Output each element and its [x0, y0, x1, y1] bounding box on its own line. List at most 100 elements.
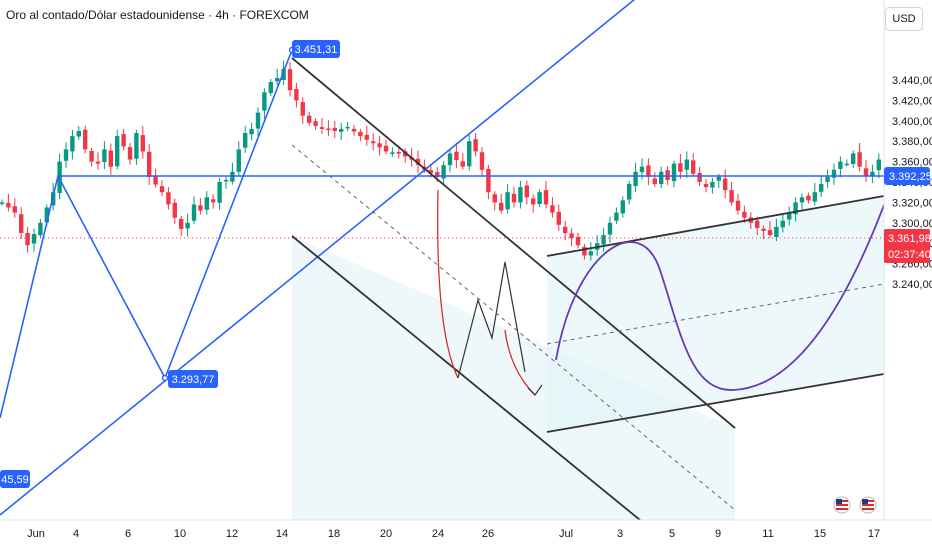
- level-price-tag: 3.392,25: [884, 167, 932, 185]
- low-marker: [161, 374, 169, 382]
- candle-body: [159, 186, 165, 193]
- candle-body: [63, 149, 69, 161]
- candle-body: [844, 163, 849, 166]
- candle-body: [127, 147, 133, 160]
- price-tick-label: 3.360,00: [892, 157, 932, 169]
- candle-body: [281, 68, 286, 80]
- candle-body: [831, 169, 837, 178]
- time-tick-label: 15: [814, 528, 826, 540]
- candle-body: [742, 211, 747, 218]
- candle-body: [236, 149, 241, 172]
- candle-body: [371, 141, 376, 144]
- candle-body: [659, 171, 664, 185]
- candle-body: [556, 211, 561, 225]
- candle-body: [38, 222, 43, 236]
- candle-body: [441, 165, 446, 179]
- flag-stripe: [862, 504, 874, 506]
- candle-body: [460, 161, 465, 167]
- candle-body: [531, 198, 536, 205]
- candle-body: [57, 161, 62, 194]
- candle-body: [25, 233, 30, 246]
- candle-body: [44, 207, 49, 223]
- candle-body: [166, 192, 171, 205]
- candle-body: [537, 192, 542, 205]
- candle-body: [268, 82, 273, 94]
- candle-body: [486, 168, 491, 193]
- flag-canton: [862, 499, 868, 504]
- time-tick-label: 24: [432, 528, 444, 540]
- time-axis[interactable]: Jun 4 6 10 12 14 18 20 24 26 Jul 3 5 9 11 15 17: [0, 519, 932, 540]
- candle-body: [326, 128, 331, 131]
- candle-body: [639, 166, 645, 173]
- candle-body: [153, 175, 158, 185]
- time-tick-label: 5: [669, 528, 675, 540]
- time-tick-label: 20: [380, 528, 392, 540]
- candle-body: [447, 153, 453, 166]
- candle-body: [505, 192, 510, 210]
- candle-body: [435, 172, 440, 177]
- candle-body: [799, 197, 805, 203]
- candle-body: [83, 129, 88, 150]
- time-tick-label: 14: [276, 528, 288, 540]
- rising-channel-upper-line: [546, 195, 884, 257]
- low-price-tag-bg: [168, 370, 218, 388]
- candle-body: [543, 190, 549, 205]
- flag-stripe: [836, 508, 848, 510]
- candle-body: [524, 185, 529, 198]
- candle-body: [550, 205, 555, 213]
- candle-body: [147, 151, 152, 177]
- candle-body: [793, 202, 798, 215]
- red-decline-curve-1: [437, 189, 459, 379]
- candle-body: [428, 170, 433, 174]
- candle-body: [588, 251, 593, 256]
- candle-body: [563, 226, 568, 233]
- flag-stripe: [862, 508, 874, 510]
- level-price-tag-text: 3.392,25: [889, 171, 932, 183]
- candle-body: [108, 150, 113, 167]
- candle-body: [755, 220, 760, 228]
- candle-body: [678, 163, 683, 172]
- candle-body: [723, 178, 728, 191]
- candle-body: [287, 69, 293, 91]
- candle-body: [716, 176, 721, 181]
- candle-body: [876, 159, 881, 171]
- low-price-tag: 3.293,77: [168, 370, 218, 388]
- flag-stripe: [836, 504, 848, 506]
- candle-body: [262, 92, 267, 111]
- candle-body: [774, 226, 779, 238]
- candle-body: [76, 131, 81, 137]
- candle-body: [95, 161, 101, 164]
- time-tick-label: 3: [617, 528, 623, 540]
- drawings-layer: [0, 0, 884, 520]
- candle-body: [223, 179, 229, 182]
- candle-body: [307, 115, 312, 123]
- candle-body: [838, 161, 843, 169]
- candle-body: [575, 236, 581, 246]
- candle-body: [102, 149, 107, 163]
- candle-body: [383, 145, 389, 152]
- candle-body: [492, 194, 497, 203]
- candle-body: [806, 195, 811, 201]
- candle-body: [415, 158, 421, 165]
- price-tick-label: 3.400,00: [892, 116, 932, 128]
- candle-body: [6, 202, 11, 208]
- wave-pattern: [457, 261, 526, 379]
- candle-body: [787, 212, 792, 220]
- candle-body: [582, 246, 587, 256]
- zigzag-pattern: [0, 49, 293, 419]
- symbol-title[interactable]: Oro al contado/Dólar estadounidense · 4h…: [6, 8, 309, 22]
- candle-body: [179, 218, 184, 229]
- event-flag-icon: [833, 496, 851, 514]
- candle-body: [607, 222, 613, 235]
- currency-button[interactable]: USD: [885, 7, 923, 31]
- candle-body: [31, 234, 37, 244]
- high-price-tag-text: 3.451,31: [295, 44, 338, 56]
- candle-body: [140, 135, 145, 152]
- channel-lower-line: [291, 235, 641, 520]
- candle-body: [300, 102, 305, 116]
- cup-curve: [555, 204, 884, 391]
- candle-body: [614, 212, 619, 221]
- candle-body: [857, 152, 862, 167]
- candle-body: [198, 205, 203, 211]
